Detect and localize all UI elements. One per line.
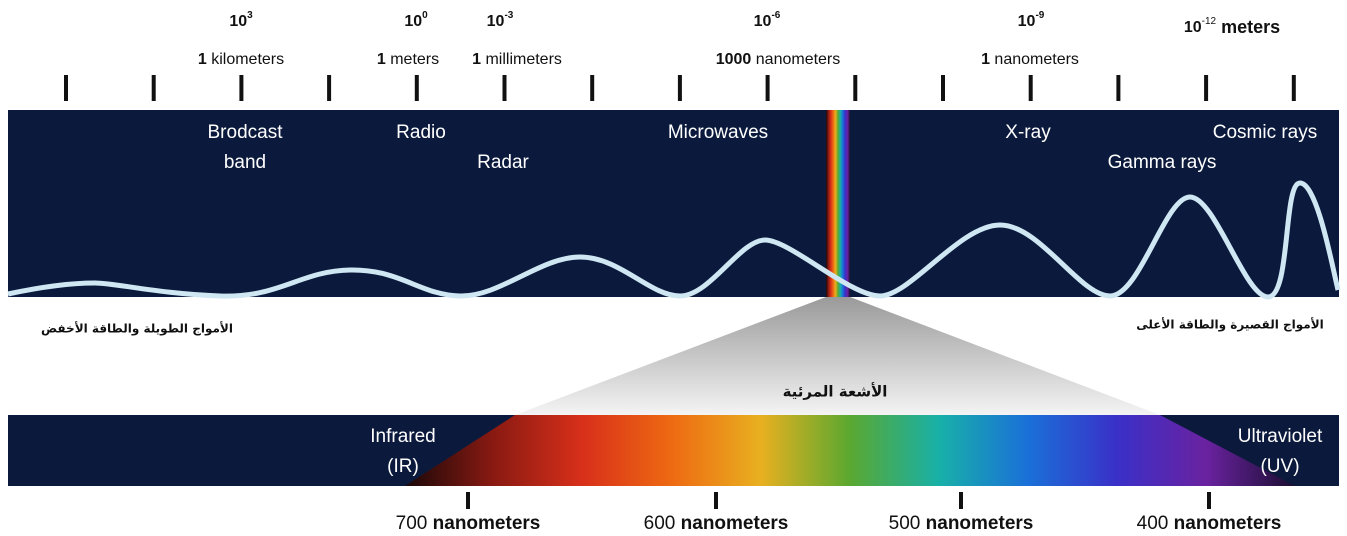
wavelength-unit: nanometers (681, 513, 789, 534)
wavelength-label: 500 nanometers (889, 513, 1034, 534)
size-label: 1 kilometers (198, 51, 284, 68)
power-label: 10-6 (754, 10, 781, 31)
band-label: Brodcast (208, 122, 284, 143)
power-label: 10-12 meters (1184, 16, 1280, 37)
wavelength-unit: nanometers (433, 513, 541, 534)
power-exp: -9 (1035, 10, 1044, 21)
uv-label: (UV) (1260, 456, 1299, 477)
spectrum-diagram: Brodcast band Radio Radar Microwaves X-r… (0, 0, 1347, 536)
band-label: Radio (396, 122, 446, 143)
band-label: band (224, 152, 266, 173)
page: Brodcast band Radio Radar Microwaves X-r… (0, 0, 1347, 536)
band-label: Microwaves (668, 122, 768, 143)
band-label: Cosmic rays (1213, 122, 1318, 143)
power-base: 10 (229, 13, 247, 30)
uv-label: Ultraviolet (1238, 426, 1323, 447)
band-label: Radar (477, 152, 529, 173)
visible-stripe (826, 110, 850, 297)
size-label: 1 millimeters (472, 51, 562, 68)
power-exp: 3 (247, 10, 253, 21)
power-exp: -3 (504, 10, 513, 21)
wavelength-num: 400 (1137, 513, 1169, 534)
wavelength-unit: nanometers (1174, 513, 1282, 534)
size-num: 1 (981, 51, 990, 68)
power-base: 10 (1018, 13, 1036, 30)
size-num: 1 (377, 51, 386, 68)
wavelength-unit: nanometers (926, 513, 1034, 534)
wavelength-label: 400 nanometers (1137, 513, 1282, 534)
power-exp: -6 (771, 10, 780, 21)
power-base: 10 (404, 13, 422, 30)
power-base: 10 (754, 13, 772, 30)
wavelength-num: 700 (396, 513, 428, 534)
wavelength-label: 700 nanometers (396, 513, 541, 534)
size-label: 1 nanometers (981, 51, 1079, 68)
power-base: 10 (487, 13, 505, 30)
size-num: 1 (198, 51, 207, 68)
size-unit: millimeters (485, 51, 561, 68)
scale-ticks (66, 75, 1294, 101)
visible-spectrum (405, 415, 1295, 486)
power-label: 10-3 (487, 10, 514, 31)
size-num: 1000 (716, 51, 752, 68)
power-exp: 0 (422, 10, 428, 21)
band-label: X-ray (1005, 122, 1051, 143)
size-label: 1000 nanometers (716, 51, 841, 68)
size-label: 1 meters (377, 51, 439, 68)
size-unit: kilometers (211, 51, 284, 68)
caption: الأمواج القصيرة والطاقة الأعلى (1136, 317, 1324, 333)
caption: الأشعة المرئية (783, 383, 888, 401)
band-label: Gamma rays (1108, 152, 1217, 173)
wavelength-label: 600 nanometers (644, 513, 789, 534)
power-label: 103 (229, 10, 253, 31)
ir-label: (IR) (387, 456, 419, 477)
size-unit: nanometers (994, 51, 1079, 68)
wavelength-num: 600 (644, 513, 676, 534)
size-unit: meters (390, 51, 439, 68)
ir-label: Infrared (370, 426, 435, 447)
power-exp: -12 (1202, 16, 1217, 27)
power-label: 100 (404, 10, 428, 31)
size-num: 1 (472, 51, 481, 68)
power-unit: meters (1221, 17, 1280, 37)
power-base: 10 (1184, 19, 1202, 36)
wavelength-num: 500 (889, 513, 921, 534)
caption: الأمواج الطويلة والطاقة الأخفض (41, 321, 233, 337)
power-label: 10-9 (1018, 10, 1045, 31)
size-unit: nanometers (756, 51, 841, 68)
